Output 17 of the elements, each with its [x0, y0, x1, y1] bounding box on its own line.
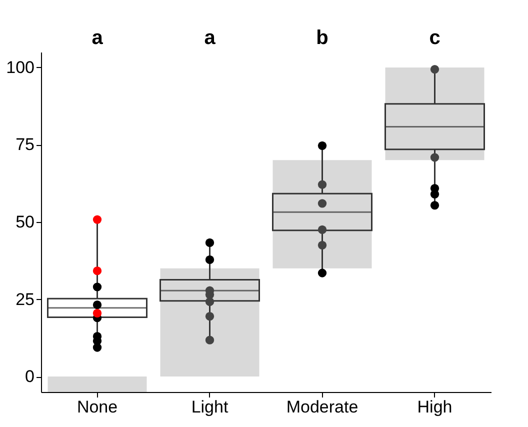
x-tick-label: None	[76, 398, 118, 416]
y-tick-label: 100	[6, 58, 34, 77]
y-tick-label: 25	[16, 290, 34, 309]
bar	[272, 160, 372, 268]
text: a	[204, 27, 216, 49]
bar	[160, 268, 260, 377]
text: a	[92, 27, 104, 49]
x-tick-label: Moderate	[286, 398, 358, 416]
y-tick-label: 75	[16, 135, 34, 154]
text: c	[429, 27, 440, 49]
y-tick-label: 0	[25, 367, 34, 386]
bar	[48, 376, 147, 392]
x-tick-label: Light	[191, 398, 228, 416]
y-tick-label: 50	[16, 212, 34, 232]
x-tick-label: High	[417, 398, 452, 416]
bar	[385, 67, 484, 160]
text: b	[316, 27, 328, 49]
